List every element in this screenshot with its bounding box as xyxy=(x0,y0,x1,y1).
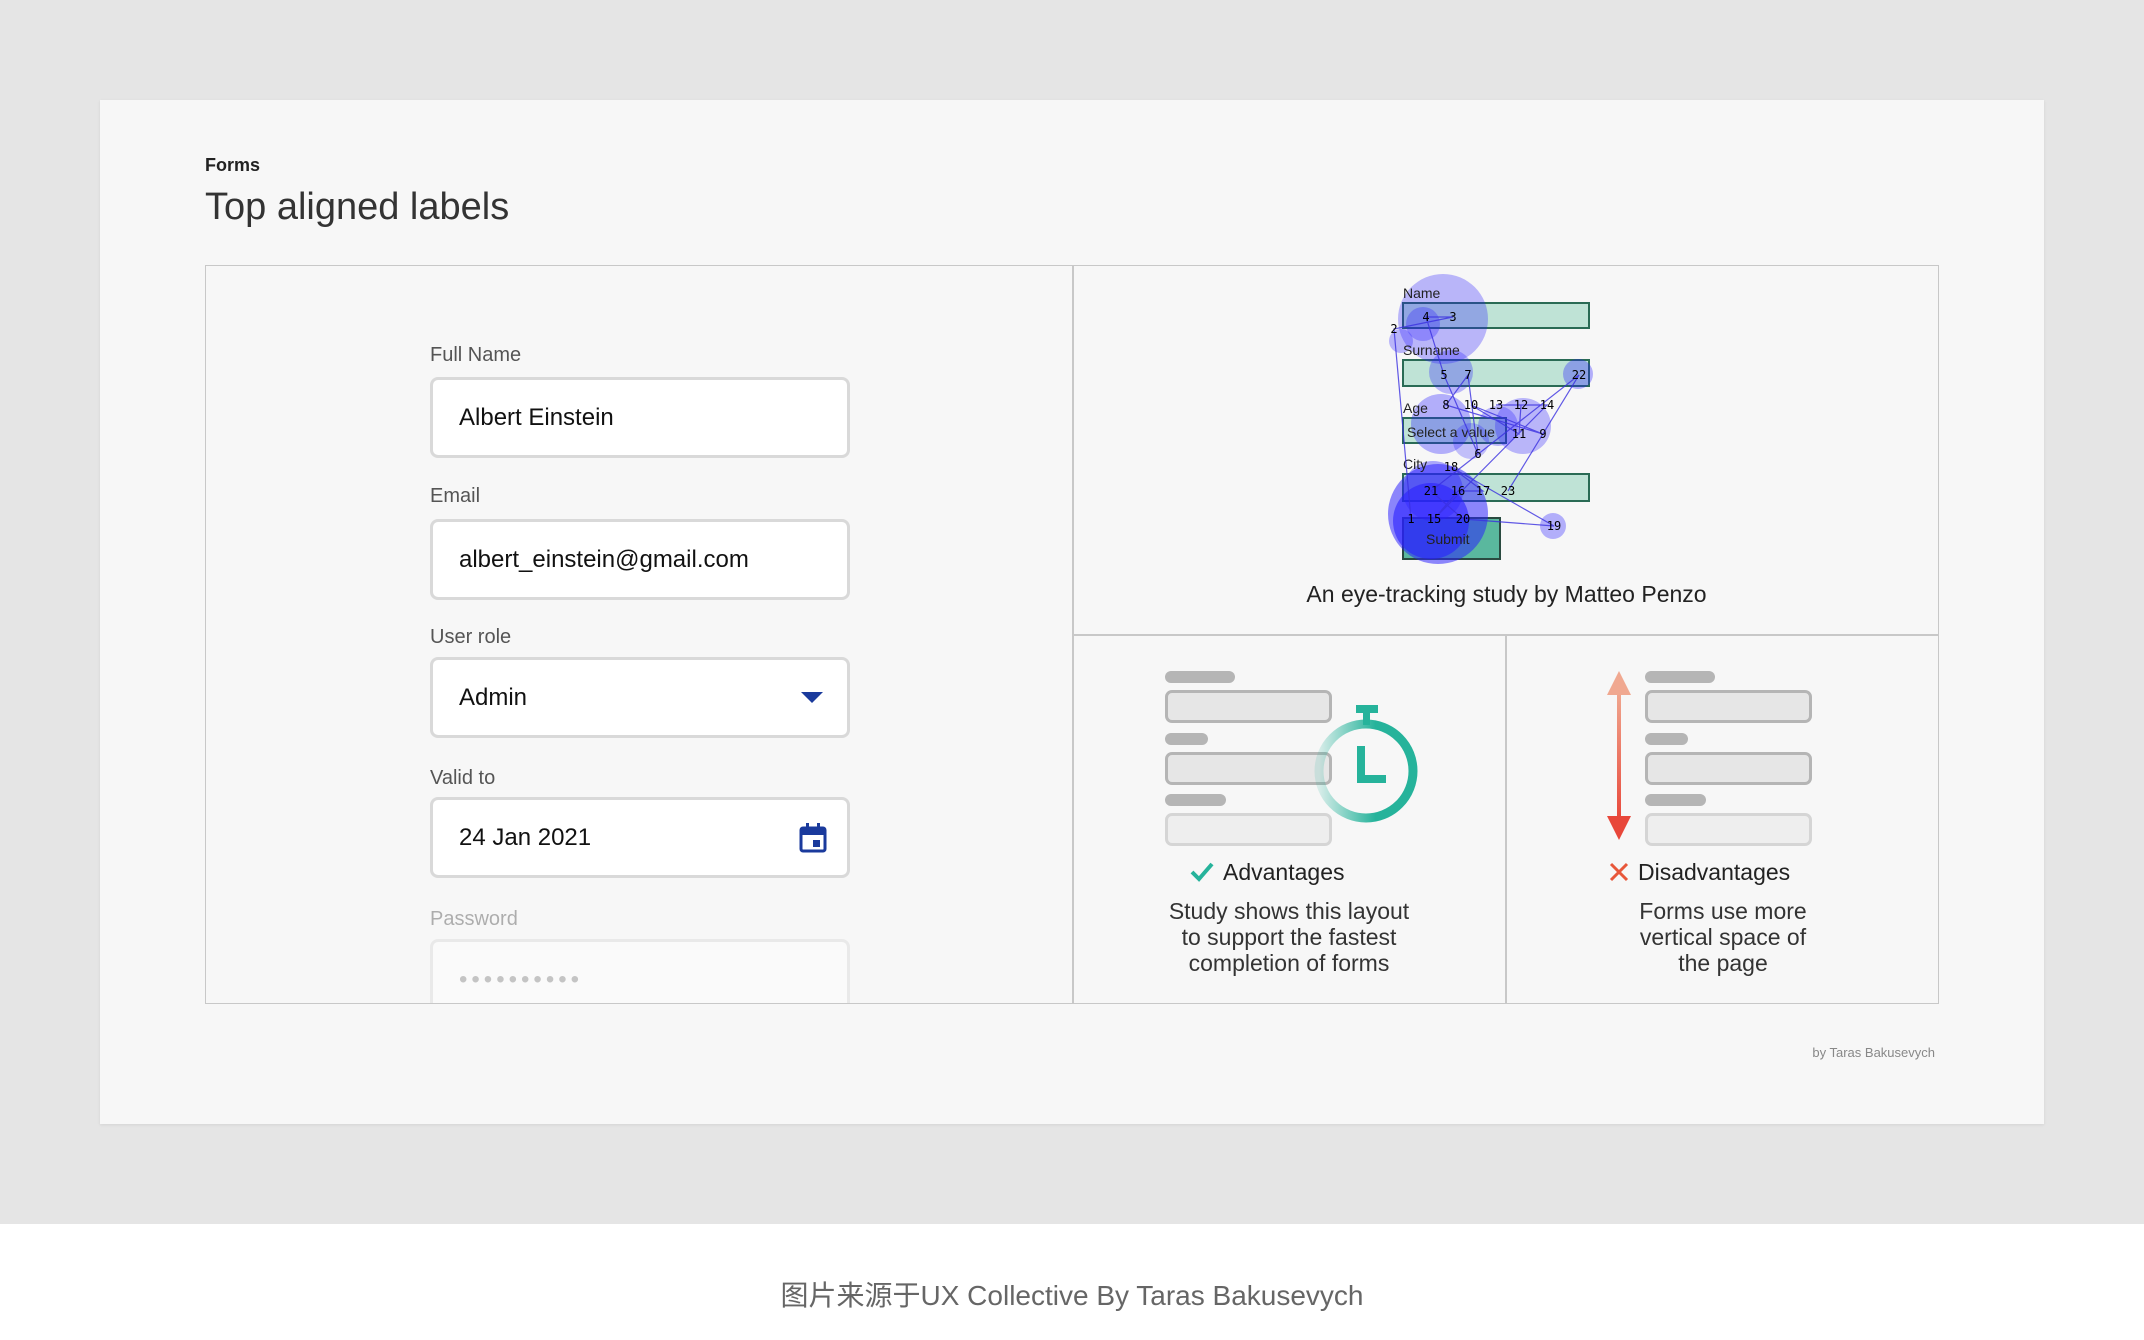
fixation-number: 12 xyxy=(1514,398,1528,412)
check-icon xyxy=(1190,862,1214,882)
password-label: Password xyxy=(430,908,518,930)
fixation-circle xyxy=(1393,483,1469,559)
password-input[interactable]: •••••••••• xyxy=(430,939,850,1003)
submit-label: Submit xyxy=(1426,531,1470,547)
disadvantages-title: Disadvantages xyxy=(1638,859,1791,885)
eye-tracking-caption: An eye-tracking study by Matteo Penzo xyxy=(1306,581,1707,607)
fixation-number: 16 xyxy=(1451,484,1465,498)
page-title: Top aligned labels xyxy=(205,186,510,228)
stopwatch-icon xyxy=(1314,705,1418,823)
advantages-line: to support the fastest xyxy=(1181,924,1397,950)
scanpath-line xyxy=(1393,316,1580,527)
content-panel: Full Name Albert Einstein Email albert_e… xyxy=(205,265,1939,1004)
email-input[interactable]: albert_einstein@gmail.com xyxy=(430,519,850,600)
fixation-circle xyxy=(1406,307,1440,341)
field-label: City xyxy=(1403,456,1427,472)
form-field-mock xyxy=(1402,359,1590,387)
fixation-number: 20 xyxy=(1456,512,1470,526)
advantages-line: completion of forms xyxy=(1188,950,1390,976)
fixation-circle xyxy=(1411,394,1471,454)
author-credit: by Taras Bakusevych xyxy=(1812,1045,1935,1060)
fixation-number: 6 xyxy=(1474,447,1481,461)
fixation-number: 2 xyxy=(1390,322,1397,336)
fixation-number: 19 xyxy=(1547,519,1561,533)
full-name-input[interactable]: Albert Einstein xyxy=(430,377,850,458)
form-field-mock xyxy=(1402,302,1590,329)
fixation-number: 13 xyxy=(1489,398,1503,412)
fixation-number: 17 xyxy=(1476,484,1490,498)
fixation-number: 22 xyxy=(1572,368,1586,382)
close-icon xyxy=(1609,862,1629,882)
valid-to-label: Valid to xyxy=(430,767,496,789)
field-label: Name xyxy=(1403,285,1441,301)
fixation-number: 10 xyxy=(1464,398,1478,412)
fixation-circle xyxy=(1478,406,1518,446)
field-label: Surname xyxy=(1403,342,1460,358)
section-eyebrow: Forms xyxy=(205,155,261,175)
select-placeholder: Select a value xyxy=(1407,424,1495,440)
valid-to-value: 24 Jan 2021 xyxy=(459,824,592,851)
fixation-number: 1 xyxy=(1407,512,1414,526)
fixation-number: 8 xyxy=(1442,398,1449,412)
calendar-icon[interactable] xyxy=(799,823,827,853)
fixation-number: 4 xyxy=(1422,310,1429,324)
fixation-number: 21 xyxy=(1424,484,1438,498)
full-name-label: Full Name xyxy=(430,344,522,366)
valid-to-input[interactable]: 24 Jan 2021 xyxy=(430,797,850,878)
image-source-caption: 图片来源于UX Collective By Taras Bakusevych xyxy=(780,1280,1364,1311)
vertical-arrow-icon xyxy=(1607,671,1631,840)
advantages-line: Study shows this layout xyxy=(1168,898,1410,924)
field-label: Age xyxy=(1403,400,1428,416)
fixation-number: 5 xyxy=(1440,368,1447,382)
disadvantages-line: the page xyxy=(1678,950,1768,976)
chevron-down-icon xyxy=(801,692,823,703)
fixation-number: 18 xyxy=(1444,460,1458,474)
fixation-number: 7 xyxy=(1464,368,1471,382)
fixation-number: 14 xyxy=(1540,398,1554,412)
advantages-body: Study shows this layout to support the f… xyxy=(1072,898,1506,976)
disadvantages-body: Forms use more vertical space of the pag… xyxy=(1506,898,1938,976)
fixation-number: 23 xyxy=(1501,484,1515,498)
user-role-select[interactable]: Admin xyxy=(430,657,850,738)
email-label: Email xyxy=(430,485,481,507)
fixation-number: 9 xyxy=(1539,427,1546,441)
fixation-number: 11 xyxy=(1512,427,1526,441)
user-role-label: User role xyxy=(430,626,512,648)
divider xyxy=(1505,634,1507,1003)
advantages-title: Advantages xyxy=(1223,859,1345,885)
user-role-value: Admin xyxy=(459,684,528,711)
disadvantages-line: Forms use more xyxy=(1639,898,1807,924)
disadvantages-line: vertical space of xyxy=(1639,924,1807,950)
fixation-number: 15 xyxy=(1427,512,1441,526)
fixation-number: 3 xyxy=(1449,310,1456,324)
fixation-circle xyxy=(1453,423,1489,459)
